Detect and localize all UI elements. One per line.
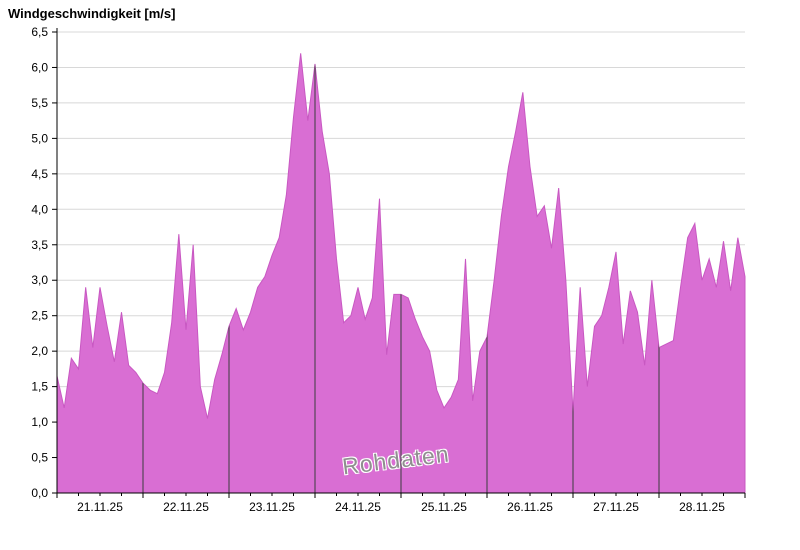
chart-title: Windgeschwindigkeit [m/s] bbox=[8, 6, 176, 21]
y-axis-tick-label: 5,5 bbox=[31, 96, 48, 110]
x-axis-day-label: 25.11.25 bbox=[421, 500, 467, 514]
x-axis-day-label: 21.11.25 bbox=[77, 500, 123, 514]
y-axis-tick-label: 0,5 bbox=[31, 451, 48, 465]
x-axis-day-label: 26.11.25 bbox=[507, 500, 553, 514]
x-axis-day-label: 28.11.25 bbox=[679, 500, 725, 514]
y-axis-tick-label: 1,5 bbox=[31, 380, 48, 394]
y-axis-tick-label: 5,0 bbox=[31, 131, 48, 145]
x-axis-day-label: 27.11.25 bbox=[593, 500, 639, 514]
y-axis-tick-label: 3,5 bbox=[31, 238, 48, 252]
x-axis-day-label: 22.11.25 bbox=[163, 500, 209, 514]
x-axis-day-label: 24.11.25 bbox=[335, 500, 381, 514]
y-axis-tick-label: 6,5 bbox=[31, 25, 48, 39]
y-axis-tick-label: 2,5 bbox=[31, 309, 48, 323]
y-axis-tick-label: 2,0 bbox=[31, 344, 48, 358]
y-axis-tick-label: 0,0 bbox=[31, 486, 48, 500]
x-axis-day-label: 23.11.25 bbox=[249, 500, 295, 514]
y-axis-tick-label: 1,0 bbox=[31, 415, 48, 429]
y-axis-tick-label: 6,0 bbox=[31, 60, 48, 74]
y-axis-tick-label: 3,0 bbox=[31, 273, 48, 287]
y-axis-tick-label: 4,5 bbox=[31, 167, 48, 181]
y-axis-tick-label: 4,0 bbox=[31, 202, 48, 216]
